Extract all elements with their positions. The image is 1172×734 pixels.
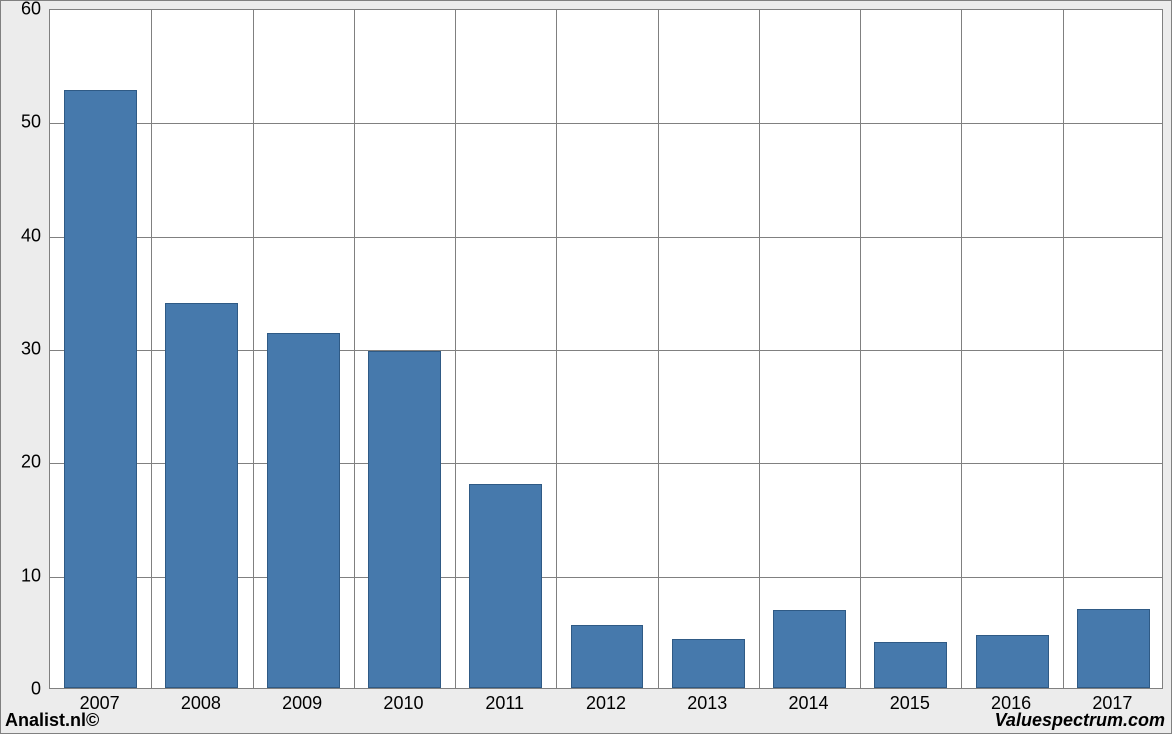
y-tick-label: 60 [1,0,41,20]
bar [165,303,238,688]
bar [267,333,340,688]
bar [976,635,1049,688]
gridline-v [151,10,152,688]
gridline-v [253,10,254,688]
bar [773,610,846,688]
x-tick-label: 2009 [282,693,322,714]
x-tick-label: 2010 [383,693,423,714]
gridline-v [455,10,456,688]
gridline-v [860,10,861,688]
gridline-v [759,10,760,688]
footer-right-credit: Valuespectrum.com [995,710,1165,731]
x-tick-label: 2008 [181,693,221,714]
bar [64,90,137,688]
y-tick-label: 40 [1,225,41,246]
gridline-v [658,10,659,688]
footer-left-credit: Analist.nl© [5,710,99,731]
gridline-v [1063,10,1064,688]
gridline-v [556,10,557,688]
bar [469,484,542,688]
bar [368,351,441,688]
bar [672,639,745,688]
bar [571,625,644,688]
x-tick-label: 2013 [687,693,727,714]
x-tick-label: 2012 [586,693,626,714]
y-tick-label: 20 [1,452,41,473]
x-tick-label: 2015 [890,693,930,714]
plot-area [49,9,1163,689]
x-tick-label: 2014 [789,693,829,714]
y-tick-label: 50 [1,112,41,133]
y-tick-label: 0 [1,679,41,700]
bar [1077,609,1150,688]
gridline-h [50,123,1162,124]
y-tick-label: 30 [1,339,41,360]
x-tick-label: 2011 [485,693,524,714]
y-tick-label: 10 [1,565,41,586]
gridline-v [961,10,962,688]
bar [874,642,947,688]
gridline-v [354,10,355,688]
gridline-h [50,237,1162,238]
chart-frame: 0102030405060 20072008200920102011201220… [0,0,1172,734]
